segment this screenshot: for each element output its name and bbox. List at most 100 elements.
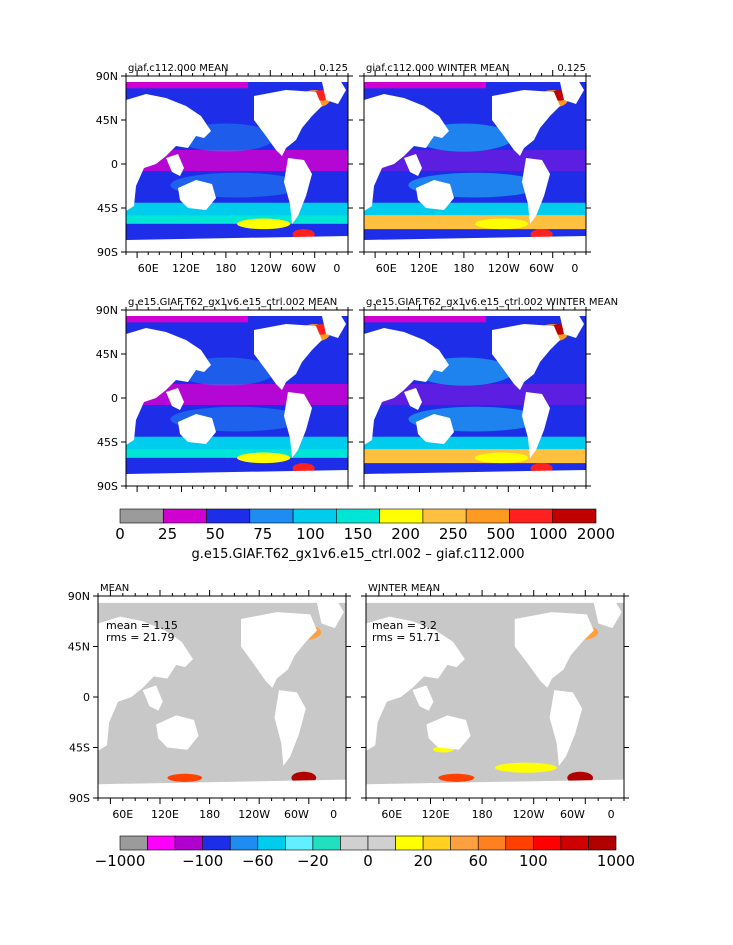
lon-label: 120E: [422, 808, 450, 821]
colorbar-swatch: [119, 508, 164, 524]
lon-label: 120W: [250, 262, 282, 275]
southern-band-deep: [126, 449, 348, 458]
lon-label: 0: [608, 808, 615, 821]
lon-label: 180: [199, 808, 220, 821]
continents: [126, 310, 348, 486]
panel-winter-obs: giaf.c112.000 WINTER MEAN 0.125: [359, 63, 591, 258]
lat-label: 45N: [96, 348, 118, 361]
lon-label: 60E: [138, 262, 159, 275]
colorbar-swatch: [292, 508, 337, 524]
colorbar-label: 500: [486, 525, 515, 543]
colorbar-swatch: [312, 835, 341, 851]
lat-label: 45S: [97, 202, 118, 215]
lon-label: 0: [330, 808, 337, 821]
lat-label: 90N: [96, 70, 118, 83]
colorbar-swatch: [560, 835, 589, 851]
colorbar-swatch: [119, 835, 148, 851]
lat-label: 45N: [96, 114, 118, 127]
colorbar-swatch: [367, 835, 396, 851]
colorbar-label: −60: [242, 852, 274, 870]
arctic-band: [126, 315, 249, 323]
stat-mean: mean = 3.2: [372, 619, 437, 632]
difference-caption: g.e15.GIAF.T62_gx1v6.e15_ctrl.002 – giaf…: [191, 547, 524, 562]
lat-label: 90S: [97, 246, 118, 259]
arctic-band: [126, 81, 249, 89]
arctic-band: [364, 315, 487, 323]
colorbar-label: 0: [115, 525, 125, 543]
colorbar-label: 150: [344, 525, 373, 543]
lon-label: 120W: [513, 808, 545, 821]
continents: [364, 76, 586, 252]
lat-label: 90N: [68, 590, 90, 603]
colorbar-swatch: [509, 508, 554, 524]
lat-label: 45S: [69, 742, 90, 755]
panel-mean-obs: giaf.c112.000 MEAN 0.125: [121, 63, 353, 258]
colorbar-swatch: [336, 508, 380, 524]
panel-title: WINTER MEAN: [368, 583, 440, 594]
colorbar-label: −1000: [95, 852, 146, 870]
panel-diff-mean: MEAN: [93, 583, 351, 804]
colorbar-label: 75: [253, 525, 272, 543]
panel-winter-ctrl: g.e15.GIAF.T62_gx1v6.e15_ctrl.002 WINTER…: [359, 297, 618, 492]
southern-yellow-patch: [237, 452, 291, 464]
colorbar-swatch: [465, 508, 510, 524]
southern-yellow-patch: [475, 452, 529, 464]
colorbar-bottom: −1000 −100 −60 −20 0 20 60 100 1000: [95, 835, 635, 870]
ross-anomaly: [167, 773, 203, 782]
lon-label: 60E: [376, 262, 397, 275]
colorbar-label: 1000: [597, 852, 635, 870]
panel-scale-value: 0.125: [319, 63, 348, 74]
lon-label: 180: [472, 808, 493, 821]
southern-band-deep: [364, 449, 586, 464]
lon-label: 180: [215, 262, 236, 275]
panel-title: giaf.c112.000 MEAN: [128, 63, 229, 74]
panel-title: g.e15.GIAF.T62_gx1v6.e15_ctrl.002 MEAN: [128, 297, 337, 308]
colorbar-label: 0: [363, 852, 373, 870]
lat-label: 0: [83, 691, 90, 704]
ross-anomaly: [438, 773, 475, 782]
arctic-band: [364, 81, 487, 89]
colorbar-label: 100: [519, 852, 548, 870]
lon-label: 120W: [488, 262, 520, 275]
lat-label: 0: [111, 158, 118, 171]
lon-label: 60E: [112, 808, 133, 821]
lon-label: 60W: [284, 808, 309, 821]
colorbar-swatch: [552, 508, 597, 524]
colorbar-swatch: [174, 835, 203, 851]
lon-label: 120E: [410, 262, 438, 275]
southern-band-cyan: [364, 436, 586, 450]
colorbar-label: 200: [391, 525, 420, 543]
southern-band-cyan: [126, 202, 348, 216]
southern-yellow-patch: [475, 218, 529, 230]
panel-title: g.e15.GIAF.T62_gx1v6.e15_ctrl.002 WINTER…: [366, 297, 618, 308]
southern-winter-anomaly: [495, 762, 557, 773]
colorbar-label: 60: [469, 852, 488, 870]
colorbar-label: 20: [414, 852, 433, 870]
lon-label: 0: [571, 262, 578, 275]
lon-label: 120E: [151, 808, 179, 821]
lon-label: 0: [333, 262, 340, 275]
lat-label: 0: [111, 392, 118, 405]
stat-rms: rms = 21.79: [106, 631, 174, 644]
colorbar-swatch: [229, 835, 259, 851]
colorbar-swatch: [379, 508, 424, 524]
colorbar-swatch: [249, 508, 294, 524]
colorbar-label: 1000: [529, 525, 567, 543]
lat-label: 90N: [96, 304, 118, 317]
panel-mean-ctrl: g.e15.GIAF.T62_gx1v6.e15_ctrl.002 MEAN: [121, 297, 353, 492]
southern-band-cyan: [364, 202, 586, 216]
continents: [364, 310, 586, 486]
colorbar-label: −100: [182, 852, 223, 870]
lon-label: 60W: [560, 808, 585, 821]
colorbar-swatch: [395, 835, 424, 851]
colorbar-swatch: [202, 835, 231, 851]
lon-label: 60E: [381, 808, 402, 821]
colorbar-swatch: [477, 835, 507, 851]
colorbar-label: 2000: [577, 525, 615, 543]
stat-rms: rms = 51.71: [372, 631, 440, 644]
panel-title: MEAN: [100, 583, 129, 594]
continents: [126, 76, 348, 252]
southern-band-deep: [126, 215, 348, 224]
colorbar-swatch: [533, 835, 562, 851]
lat-label: 90S: [97, 480, 118, 493]
